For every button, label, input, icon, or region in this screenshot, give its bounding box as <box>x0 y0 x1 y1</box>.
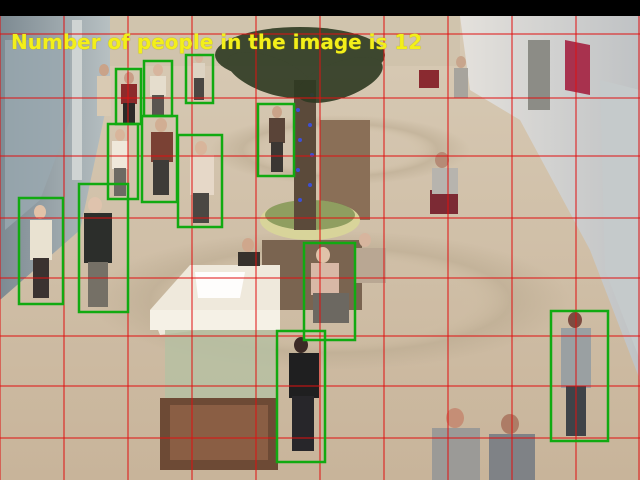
right-storefront <box>460 16 640 380</box>
right-shop-red-sign <box>565 40 590 95</box>
palm-trunk <box>294 80 316 230</box>
right-shop-door <box>528 40 550 110</box>
top-black-bar <box>0 0 640 16</box>
right-shop-window <box>600 80 640 360</box>
palm-fronds <box>215 27 385 103</box>
kiosk-base-panel <box>170 405 268 460</box>
left-storefront-glass <box>5 40 70 230</box>
mobility-scooter-back <box>419 70 439 88</box>
kiosk-glass <box>165 330 275 400</box>
kiosk-roof-edge <box>150 310 280 330</box>
kiosk-sign <box>195 272 245 298</box>
left-shop-column <box>72 20 82 180</box>
people-count-label: Number of people in the image is 12 <box>11 30 423 54</box>
